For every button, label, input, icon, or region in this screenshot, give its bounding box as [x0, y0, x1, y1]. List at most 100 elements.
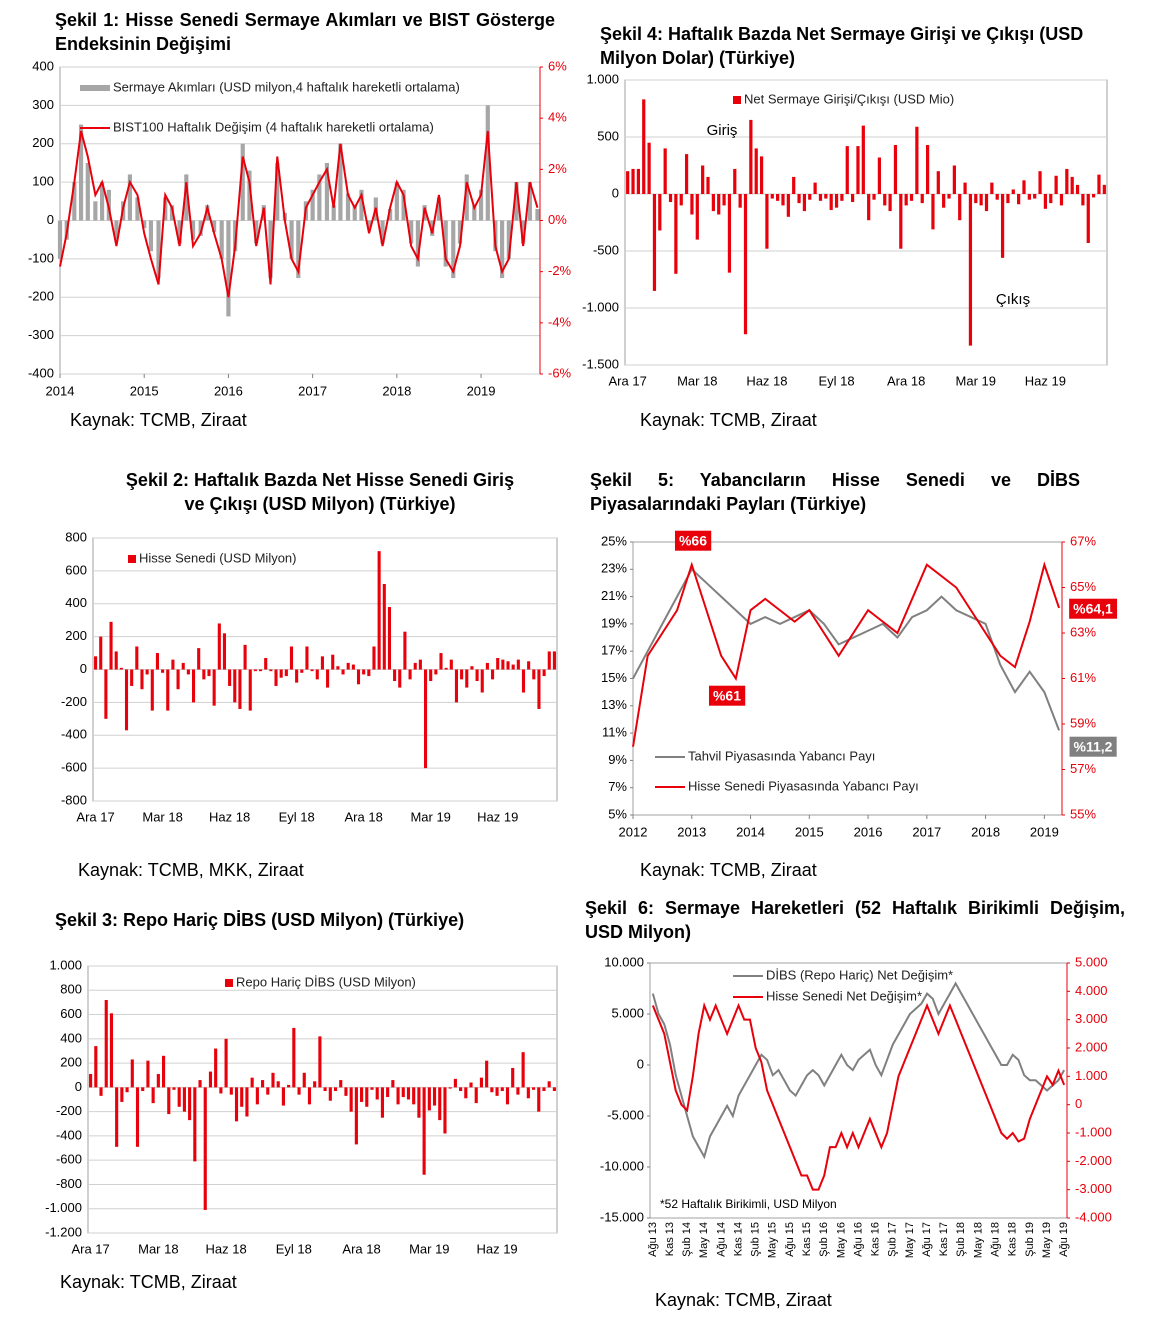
bar [324, 162, 330, 221]
bar [359, 189, 364, 221]
bar [743, 194, 748, 335]
bar [883, 194, 887, 206]
bar [899, 194, 903, 249]
bar [535, 208, 540, 221]
bar [264, 657, 268, 670]
bar [474, 1087, 478, 1104]
bar [915, 126, 919, 194]
bar [163, 197, 168, 221]
bar [974, 194, 978, 204]
x-tick-label: 2018 [971, 824, 1000, 839]
bar [475, 669, 479, 682]
bar [490, 1087, 494, 1093]
bar [552, 651, 556, 670]
bar [401, 189, 406, 221]
bar [205, 205, 210, 221]
bar [141, 1087, 145, 1092]
bar [114, 651, 118, 670]
bar [647, 142, 651, 194]
y2-tick-label: -3.000 [1075, 1181, 1112, 1196]
x-tick-label: Ara 17 [609, 373, 647, 388]
bar [148, 220, 154, 252]
bar [984, 194, 989, 212]
bar [142, 220, 147, 229]
y-tick-label: 400 [65, 595, 87, 610]
bar [356, 669, 361, 685]
x-tick-label: Haz 19 [477, 809, 518, 824]
bar [276, 1081, 280, 1088]
bar [1065, 168, 1069, 194]
bar [333, 1087, 338, 1092]
chart-title: Şekil 5: Yabancıların Hisse Senedi ve Dİ… [590, 470, 1080, 514]
bar [114, 220, 119, 240]
bar [674, 194, 678, 274]
bar [845, 146, 849, 194]
bar [412, 1087, 416, 1105]
y-tick-label: -600 [61, 760, 87, 775]
bar [346, 662, 350, 670]
bar [427, 1087, 431, 1111]
bar [888, 194, 892, 212]
bar [867, 194, 871, 221]
bar [85, 162, 90, 221]
bar [439, 653, 443, 670]
bar [120, 1087, 124, 1102]
bar [904, 194, 908, 206]
y-tick-label: 400 [60, 1030, 82, 1045]
chart-title: Şekil 6: Sermaye Hareketleri (52 Haftalı… [585, 898, 1125, 942]
x-tick-label: Şub 16 [818, 1222, 830, 1257]
bar [344, 1087, 348, 1096]
bar [331, 654, 335, 670]
bar [909, 194, 914, 201]
bar [349, 1087, 353, 1112]
bar [398, 669, 402, 688]
bar [626, 171, 630, 194]
bar [130, 1059, 134, 1088]
x-tick-label: Haz 18 [205, 1241, 246, 1256]
x-tick-label: Mar 18 [142, 809, 182, 824]
bar [140, 669, 144, 690]
bar [754, 148, 758, 194]
x-tick-label: Şub 14 [681, 1222, 693, 1257]
bar [254, 220, 259, 244]
bar [521, 1052, 525, 1088]
y2-tick-label: 1.000 [1075, 1068, 1108, 1083]
bar [537, 1087, 541, 1112]
legend-swatch [225, 979, 233, 987]
bar [527, 182, 532, 221]
y-tick-label: -200 [28, 289, 54, 304]
x-tick-label: Ağu 18 [990, 1222, 1002, 1257]
bar [125, 1087, 129, 1093]
y-tick-label: -15.000 [600, 1209, 644, 1224]
x-tick-label: 2017 [912, 824, 941, 839]
bar [360, 1087, 364, 1102]
x-tick-label: May 16 [835, 1222, 847, 1258]
x-tick-label: Kas 15 [801, 1222, 813, 1256]
bar [443, 1087, 447, 1134]
bar [394, 182, 399, 221]
bar [759, 156, 764, 194]
bar [684, 154, 689, 194]
bar [500, 1087, 504, 1092]
x-tick-label: Ara 17 [76, 809, 114, 824]
bar [417, 1087, 421, 1118]
y2-tick-label: 0 [1075, 1096, 1082, 1111]
x-tick-label: Ağu 19 [1058, 1222, 1070, 1257]
bar [250, 1077, 254, 1088]
source-note: Kaynak: TCMB, Ziraat [655, 1290, 832, 1310]
bar [135, 1087, 140, 1147]
bar [733, 168, 737, 194]
y2-tick-label: 55% [1070, 806, 1096, 821]
line [59, 130, 539, 298]
x-tick-label: Ağu 13 [647, 1222, 659, 1257]
bar [297, 1087, 301, 1095]
bar [506, 661, 510, 670]
y2-tick-label: 6% [548, 58, 567, 73]
bar [229, 1087, 233, 1095]
x-tick-label: Haz 18 [746, 373, 787, 388]
bar [485, 662, 489, 670]
y-tick-label: -200 [61, 694, 87, 709]
plot-area [624, 79, 1108, 366]
bar [690, 194, 694, 215]
bar [396, 1087, 400, 1105]
